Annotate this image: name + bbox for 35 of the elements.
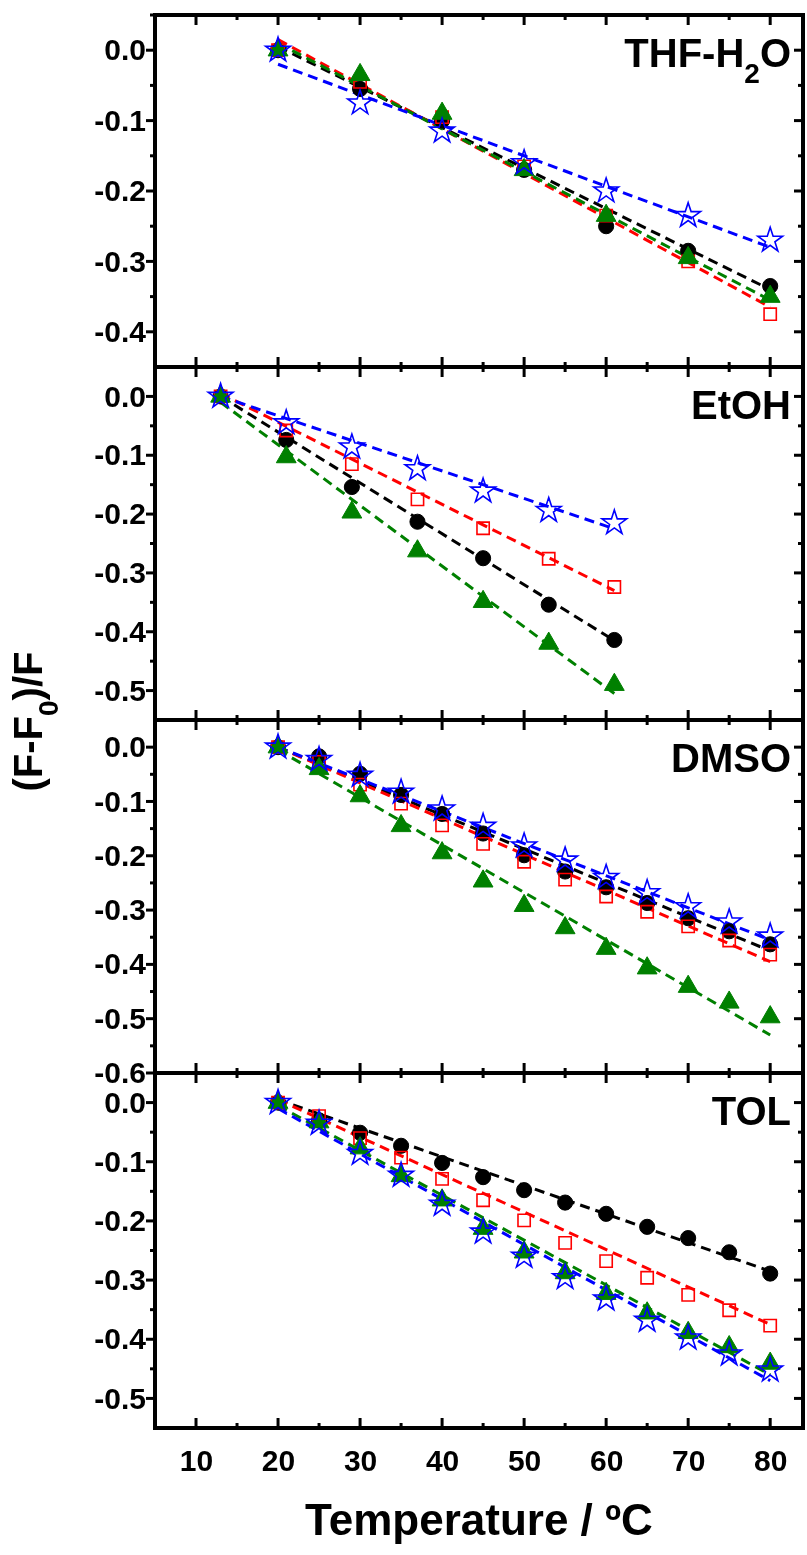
x-tick-label: 60 (589, 1444, 624, 1478)
x-tick-label: 80 (754, 1444, 788, 1478)
y-tick-label: -0.3 (94, 556, 146, 590)
x-axis-title: Temperature / ºC (305, 1495, 653, 1544)
y-tick-label: -0.5 (94, 673, 146, 707)
y-tick-label: -0.4 (94, 614, 147, 648)
y-tick-label: -0.3 (94, 244, 146, 278)
x-tick-label: 40 (425, 1444, 460, 1478)
y-tick-label: -0.2 (94, 497, 146, 531)
y-tick-label: -0.1 (94, 784, 146, 818)
y-tick-label: -0.4 (94, 314, 147, 348)
y-tick-label: -0.2 (94, 174, 146, 208)
y-tick-label: -0.5 (94, 1381, 146, 1415)
y-tick-label: -0.1 (94, 438, 146, 472)
y-tick-label: -0.5 (94, 1001, 146, 1035)
y-tick-label: 0.0 (104, 379, 146, 413)
chart-title: DMSO (671, 736, 791, 780)
y-tick-label: -0.2 (94, 838, 146, 872)
y-tick-label: -0.1 (94, 103, 146, 137)
y-tick-label: -0.1 (94, 1144, 146, 1178)
chart-title: TOL (711, 1089, 791, 1133)
y-tick-label: -0.3 (94, 893, 146, 927)
y-tick-label: -0.4 (94, 947, 147, 981)
x-tick-label: 10 (179, 1444, 214, 1478)
y-tick-label: 0.0 (104, 730, 146, 764)
y-tick-label: -0.4 (94, 1322, 147, 1356)
y-tick-label: -0.3 (94, 1263, 146, 1297)
x-tick-label: 30 (343, 1444, 378, 1478)
text: THF-H$_{2}$O (624, 31, 791, 89)
x-tick-label: 70 (671, 1444, 706, 1478)
chart-title: EtOH (691, 383, 791, 427)
x-tick-label: 20 (261, 1444, 296, 1478)
y-tick-label: 0.0 (104, 33, 146, 67)
x-tick-label: 50 (507, 1444, 542, 1478)
y-tick-label: -0.2 (94, 1204, 146, 1238)
